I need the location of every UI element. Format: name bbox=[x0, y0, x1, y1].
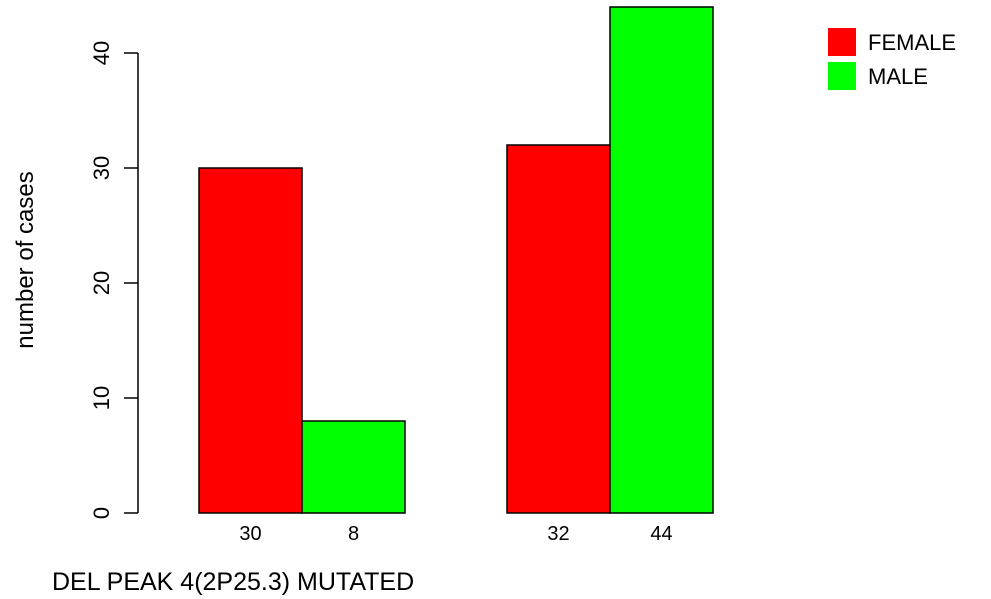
bar-value-label: 30 bbox=[239, 523, 261, 545]
y-tick-label: 10 bbox=[89, 386, 114, 410]
legend-swatch-female bbox=[828, 28, 856, 56]
legend-label-male: MALE bbox=[868, 64, 928, 89]
bar-female-group-2 bbox=[506, 144, 611, 514]
y-tick-label: 30 bbox=[89, 156, 114, 180]
bar-male-group-1 bbox=[301, 420, 406, 514]
y-tick-label: 20 bbox=[89, 271, 114, 295]
y-axis: 0 10 20 30 40 bbox=[89, 41, 139, 519]
bar-female-group-1 bbox=[198, 167, 303, 514]
y-tick-label: 40 bbox=[89, 41, 114, 65]
bars bbox=[198, 6, 714, 514]
bar-value-label: 32 bbox=[547, 523, 569, 545]
legend-label-female: FEMALE bbox=[868, 30, 956, 55]
bar-male-group-2 bbox=[609, 6, 714, 514]
x-axis-title: DEL PEAK 4(2P25.3) MUTATED bbox=[52, 568, 414, 596]
y-tick-label: 0 bbox=[89, 507, 114, 519]
legend: FEMALE MALE bbox=[828, 28, 956, 90]
bar-value-label: 8 bbox=[348, 523, 359, 545]
bar-labels: 30 8 32 44 bbox=[239, 523, 672, 545]
legend-swatch-male bbox=[828, 62, 856, 90]
bar-value-label: 44 bbox=[650, 523, 672, 545]
y-axis-title: number of cases bbox=[12, 171, 39, 348]
